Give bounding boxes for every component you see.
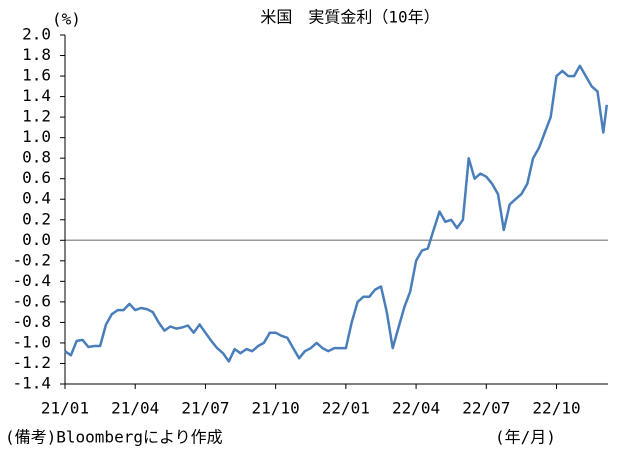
y-tick-label: -0.2 — [12, 250, 51, 269]
y-tick-label: 1.8 — [22, 45, 51, 64]
y-tick-label: 0.8 — [22, 148, 51, 167]
y-tick-label: -0.6 — [12, 291, 51, 310]
chart-title: 米国 実質金利（10年） — [260, 8, 439, 27]
y-axis-label: (%) — [52, 10, 81, 29]
x-tick-label: 21/07 — [181, 399, 229, 418]
x-tick-label: 22/04 — [392, 399, 440, 418]
y-tick-label: -0.8 — [12, 312, 51, 331]
y-tick-label: -0.4 — [12, 271, 51, 290]
source-note: (備考)Bloombergにより作成 — [5, 428, 223, 447]
y-tick-label: 1.6 — [22, 66, 51, 85]
y-tick-label: 0.4 — [22, 189, 51, 208]
data-line — [64, 64, 609, 363]
x-unit-label: (年/月) — [495, 428, 556, 447]
x-tick-label: 21/01 — [41, 399, 89, 418]
y-tick-label: 0.6 — [22, 168, 51, 187]
y-tick-label: -1.4 — [12, 374, 51, 393]
x-tick-label: 22/07 — [462, 399, 510, 418]
y-tick-label: -1.2 — [12, 353, 51, 372]
x-tick-label: 22/10 — [532, 399, 580, 418]
y-tick-label: 1.2 — [22, 107, 51, 126]
y-tick-label: 0.2 — [22, 209, 51, 228]
y-tick-label: 2.0 — [22, 25, 51, 44]
y-tick-label: 1.0 — [22, 127, 51, 146]
x-tick-label: 21/04 — [111, 399, 159, 418]
x-tick-label: 22/01 — [322, 399, 370, 418]
y-tick-label: 0.0 — [22, 230, 51, 249]
y-tick-label: -1.0 — [12, 332, 51, 351]
y-tick-label: 1.4 — [22, 86, 51, 105]
x-tick-label: 21/10 — [252, 399, 300, 418]
